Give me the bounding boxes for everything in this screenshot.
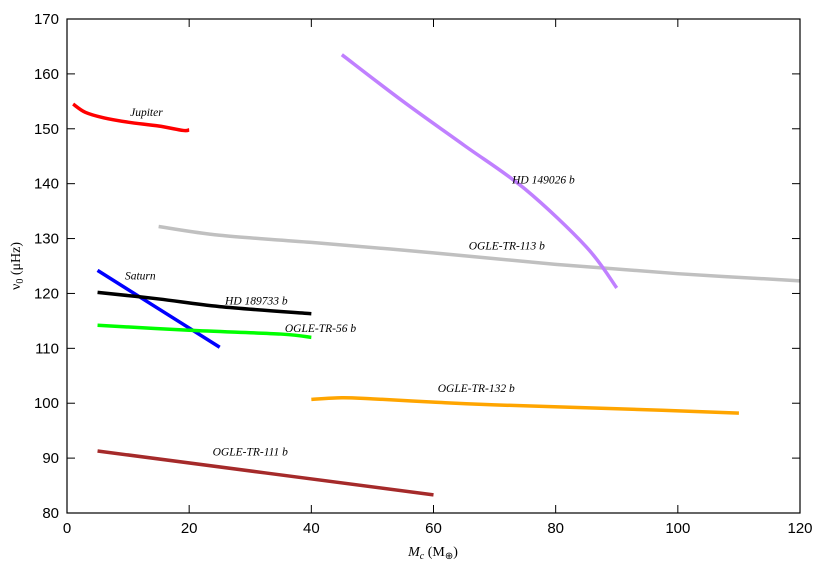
series-line-ogle-tr-56-b xyxy=(97,323,312,340)
x-tick-label: 40 xyxy=(303,520,320,537)
series-label-ogle-tr-56-b: OGLE-TR-56 b xyxy=(285,323,356,335)
series-layer xyxy=(72,53,801,497)
y-tick-label: 80 xyxy=(42,505,59,522)
plot-frame xyxy=(66,18,801,514)
series-line-jupiter xyxy=(72,102,190,133)
series-labels: Jupiter Saturn HD 189733 b OGLE-TR-56 b OGLE… xyxy=(125,107,575,458)
y-tick-label: 110 xyxy=(35,340,59,357)
y-tick-label: 130 xyxy=(34,231,59,248)
x-tick-label: 80 xyxy=(547,520,564,537)
series-label-ogle-tr-132-b: OGLE-TR-132 b xyxy=(438,383,515,395)
y-axis-label: ν0 (μHz) xyxy=(9,242,26,290)
series-line-saturn xyxy=(96,268,221,349)
series-label-ogle-tr-111-b: OGLE-TR-111 b xyxy=(213,446,289,458)
series-line-ogle-tr-113-b xyxy=(158,224,801,283)
series-label-saturn: Saturn xyxy=(125,271,156,283)
x-tick-label: 100 xyxy=(665,520,690,537)
series-line-hd-189733-b xyxy=(97,290,312,316)
y-tick-label: 150 xyxy=(34,121,59,138)
x-tick-label: 20 xyxy=(181,520,198,537)
axis-ticks: 0 20 40 60 80 100 120 80 90 100 110 120 130 140 150 160… xyxy=(34,11,813,537)
y-tick-label: 120 xyxy=(34,285,59,302)
series-line-ogle-tr-111-b xyxy=(97,449,434,497)
x-tick-label: 0 xyxy=(63,520,71,537)
series-line-ogle-tr-132-b xyxy=(311,395,739,415)
y-tick-label: 90 xyxy=(42,450,59,467)
series-label-hd-189733-b: HD 189733 b xyxy=(224,295,288,307)
y-tick-label: 100 xyxy=(34,395,59,412)
x-tick-label: 120 xyxy=(787,520,812,537)
y-tick-label: 140 xyxy=(34,176,59,193)
series-label-hd-149026-b: HD 149026 b xyxy=(511,175,575,187)
y-tick-label: 160 xyxy=(34,66,59,83)
series-line-hd-149026-b xyxy=(340,53,619,289)
x-axis-label: Mc (M⊕) xyxy=(407,545,458,562)
series-label-ogle-tr-113-b: OGLE-TR-113 b xyxy=(469,241,545,253)
x-tick-label: 60 xyxy=(425,520,442,537)
y-tick-label: 170 xyxy=(34,11,59,28)
series-label-jupiter: Jupiter xyxy=(130,107,163,119)
